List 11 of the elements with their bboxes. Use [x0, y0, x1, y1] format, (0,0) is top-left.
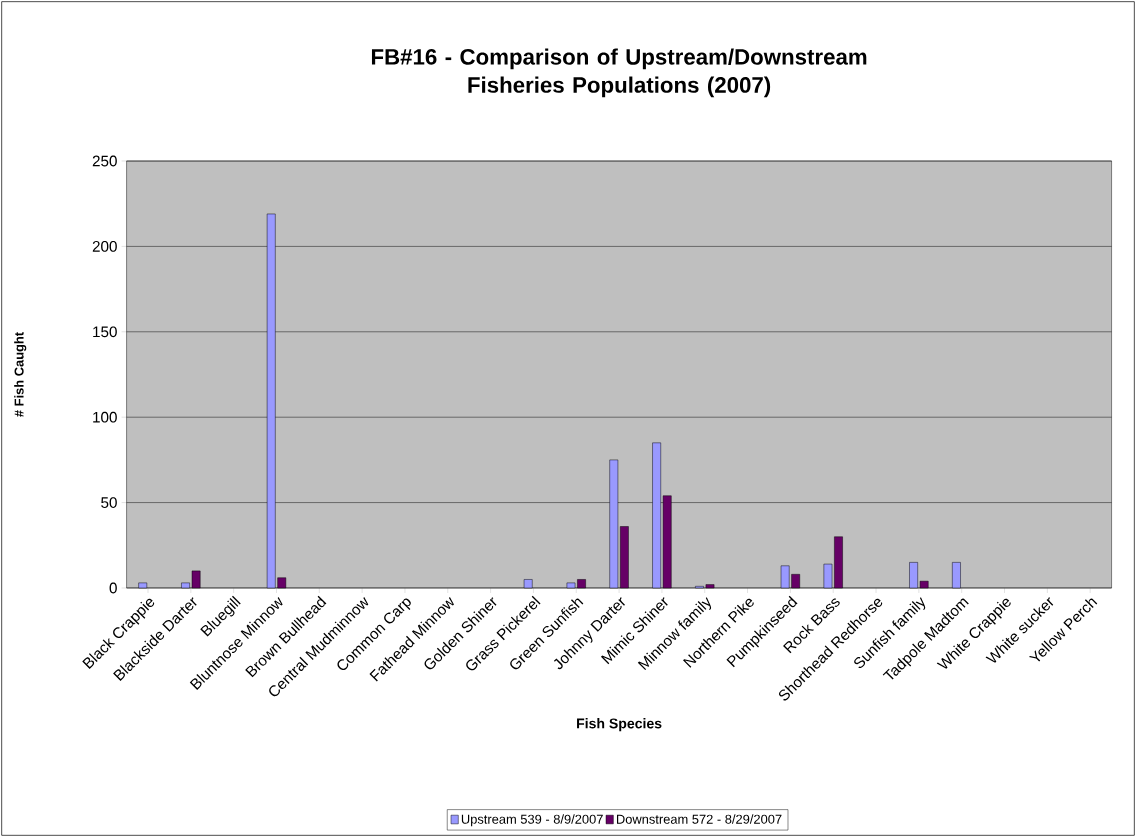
y-tick-label: 100	[93, 411, 117, 423]
legend-label: Downstream 572 - 8/29/2007	[617, 814, 782, 824]
y-tick-label: 0	[109, 582, 117, 594]
y-tick-label: 250	[92, 155, 117, 167]
legend-label: Upstream 539 - 8/9/2007	[461, 814, 603, 827]
y-tick-label: 50	[101, 497, 117, 508]
x-axis-title: Fish Species	[577, 718, 662, 732]
y-tick-label: 200	[92, 241, 117, 252]
chart-title: FB#16 - Comparison of Upstream/Downstream Fisheries Populations (2007)	[371, 48, 867, 98]
y-tick-label: 150	[93, 326, 117, 338]
y-axis-title: # Fish Caught	[14, 332, 27, 417]
